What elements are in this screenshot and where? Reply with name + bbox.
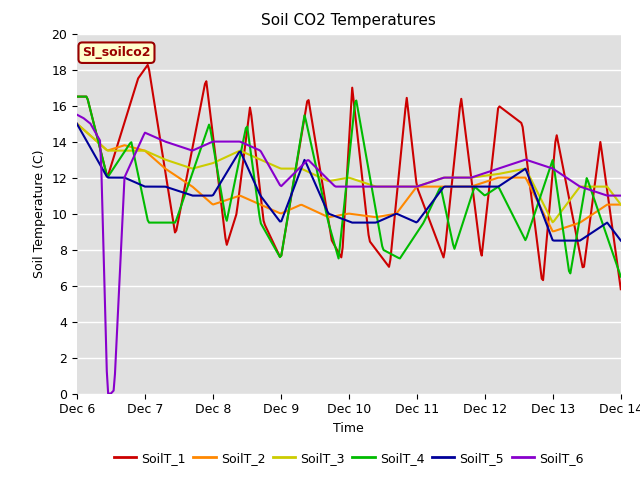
SoilT_1 xyxy=(144,62,152,68)
SoilT_3 xyxy=(138,148,146,154)
Line: SoilT_3: SoilT_3 xyxy=(77,123,621,222)
SoilT_3 xyxy=(250,154,258,160)
Title: Soil CO2 Temperatures: Soil CO2 Temperatures xyxy=(261,13,436,28)
SoilT_6 xyxy=(290,171,298,177)
SoilT_2 xyxy=(617,202,625,207)
SoilT_6 xyxy=(104,391,112,396)
SoilT_4 xyxy=(73,94,81,99)
SoilT_3 xyxy=(468,175,476,180)
Line: SoilT_1: SoilT_1 xyxy=(77,65,621,289)
Line: SoilT_2: SoilT_2 xyxy=(77,123,621,231)
Y-axis label: Soil Temperature (C): Soil Temperature (C) xyxy=(33,149,45,278)
SoilT_3 xyxy=(289,166,296,171)
SoilT_1 xyxy=(73,94,81,99)
SoilT_6 xyxy=(73,112,81,118)
SoilT_2 xyxy=(138,147,146,153)
SoilT_5 xyxy=(617,238,625,243)
Line: SoilT_4: SoilT_4 xyxy=(77,96,621,276)
Text: SI_soilco2: SI_soilco2 xyxy=(83,46,151,59)
SoilT_3 xyxy=(466,175,474,180)
Legend: SoilT_1, SoilT_2, SoilT_3, SoilT_4, SoilT_5, SoilT_6: SoilT_1, SoilT_2, SoilT_3, SoilT_4, Soil… xyxy=(109,447,589,469)
SoilT_2 xyxy=(466,184,474,190)
SoilT_5 xyxy=(73,120,81,126)
SoilT_2 xyxy=(73,120,81,126)
SoilT_5 xyxy=(415,217,423,223)
SoilT_1 xyxy=(290,180,298,185)
SoilT_1 xyxy=(252,147,259,153)
Line: SoilT_6: SoilT_6 xyxy=(77,115,621,394)
SoilT_1 xyxy=(138,70,146,75)
SoilT_5 xyxy=(468,184,476,190)
SoilT_4 xyxy=(468,191,476,197)
SoilT_3 xyxy=(617,202,625,207)
SoilT_6 xyxy=(470,174,477,180)
SoilT_3 xyxy=(73,120,81,126)
SoilT_4 xyxy=(138,192,146,197)
SoilT_2 xyxy=(289,206,296,212)
SoilT_5 xyxy=(289,190,296,195)
SoilT_2 xyxy=(468,183,476,189)
Line: SoilT_5: SoilT_5 xyxy=(77,123,621,240)
SoilT_2 xyxy=(250,199,258,204)
SoilT_4 xyxy=(466,200,474,205)
SoilT_1 xyxy=(467,172,475,178)
SoilT_1 xyxy=(617,286,625,292)
SoilT_5 xyxy=(550,238,558,243)
SoilT_1 xyxy=(417,193,424,199)
SoilT_4 xyxy=(250,173,258,179)
SoilT_3 xyxy=(415,183,423,189)
SoilT_4 xyxy=(617,274,625,279)
SoilT_6 xyxy=(417,182,424,188)
SoilT_4 xyxy=(415,227,423,232)
SoilT_1 xyxy=(470,193,477,199)
SoilT_6 xyxy=(252,145,259,151)
X-axis label: Time: Time xyxy=(333,422,364,435)
SoilT_2 xyxy=(415,184,423,190)
SoilT_6 xyxy=(467,175,475,180)
SoilT_6 xyxy=(140,132,147,138)
SoilT_2 xyxy=(548,228,556,234)
SoilT_4 xyxy=(289,187,296,192)
SoilT_6 xyxy=(617,192,625,199)
SoilT_3 xyxy=(548,219,556,225)
SoilT_5 xyxy=(466,184,474,190)
SoilT_5 xyxy=(138,182,146,188)
SoilT_5 xyxy=(250,179,258,184)
